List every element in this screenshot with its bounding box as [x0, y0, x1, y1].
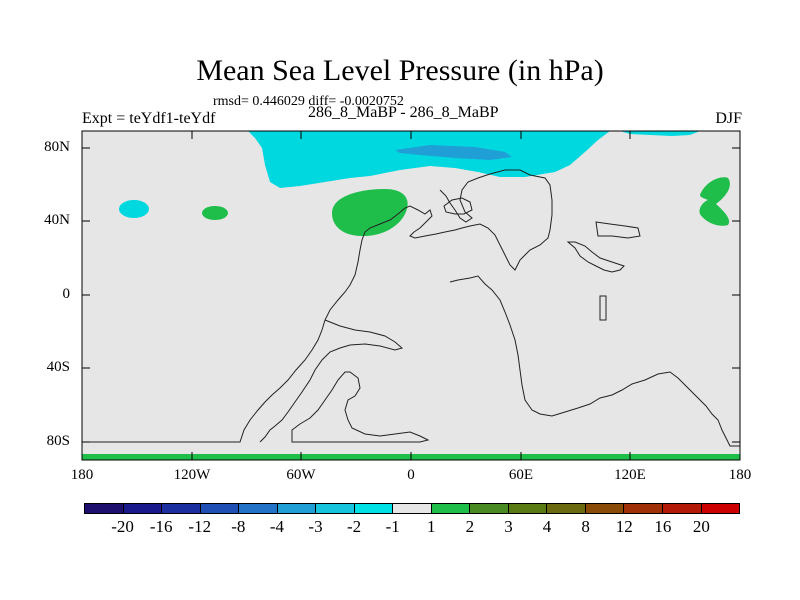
arctic-negative-anomaly [248, 131, 700, 188]
colorbar-box [431, 504, 471, 513]
lon-tick-label: 180 [728, 467, 752, 483]
colorbar-label: 4 [542, 517, 552, 536]
coastline-pangaea-west [82, 169, 553, 443]
lat-tick-label: 0 [62, 286, 71, 302]
colorbar-label: -16 [149, 517, 173, 536]
lon-tick-label: 120W [173, 467, 211, 483]
experiment-label: Expt = teYdf1-teYdf [82, 110, 216, 127]
period-label: 286_8_MaBP - 286_8_MaBP [308, 104, 499, 121]
colorbar-label: -2 [347, 517, 362, 536]
lon-tick-label: 180 [70, 467, 94, 483]
coastline-east-islands [566, 221, 641, 321]
colorbar-label: 8 [581, 517, 590, 536]
colorbar-label: -8 [231, 517, 246, 536]
season-label: DJF [715, 110, 742, 127]
coastline-north-islands [443, 197, 473, 215]
lat-tick-label: 80N [44, 139, 70, 155]
colorbar-label: -1 [385, 517, 400, 536]
colorbar-box [354, 504, 394, 513]
nw-pacific-positive-anomaly [699, 177, 730, 226]
lon-tick-label: 120E [614, 467, 646, 483]
colorbar-box [662, 504, 702, 513]
lat-tick-label: 40S [46, 359, 70, 375]
lat-tick-label: 80S [46, 433, 70, 449]
colorbar-label: 16 [654, 517, 672, 536]
map-background [82, 131, 740, 460]
colorbar-label: 20 [692, 517, 710, 536]
rmsd-diff-stats: rmsd= 0.446029 diff= -0.0020752 [213, 94, 404, 109]
coastline-southern-land [291, 371, 430, 443]
colorbar-box [393, 504, 432, 513]
coastline-gondwana-east [449, 275, 740, 447]
colorbar-label: 2 [465, 517, 475, 536]
colorbar-box [123, 504, 163, 513]
colorbar-box [200, 504, 240, 513]
colorbar-label: 12 [615, 517, 633, 536]
pacific-negative-anomaly [119, 200, 149, 218]
lat-tick-label: 40N [44, 212, 70, 228]
colorbar-box [316, 504, 355, 513]
colorbar-label: -4 [269, 517, 285, 536]
atlantic-positive-anomaly [332, 189, 408, 237]
colorbar-box [239, 504, 278, 513]
colorbar-label: 3 [504, 517, 513, 536]
colorbar [84, 503, 740, 514]
map-title: Mean Sea Level Pressure (in hPa) [196, 54, 604, 87]
colorbar-box [508, 504, 548, 513]
coastline-pangaea-south [259, 319, 404, 443]
positive-anomaly-110w [202, 206, 228, 220]
colorbar-box [85, 504, 124, 513]
arctic-core-anomaly [395, 145, 512, 160]
colorbar-box [701, 504, 740, 513]
colorbar-label: -20 [111, 517, 134, 536]
lon-tick-label: 60W [286, 467, 316, 483]
colorbar-label: -12 [188, 517, 212, 536]
colorbar-label: 1 [427, 517, 436, 536]
lon-tick-label: 0 [407, 467, 415, 483]
colorbar-box [277, 504, 317, 513]
colorbar-box [585, 504, 625, 513]
colorbar-box [547, 504, 586, 513]
colorbar-box [470, 504, 509, 513]
colorbar-box [624, 504, 663, 513]
lon-tick-label: 60E [508, 467, 534, 483]
colorbar-box [162, 504, 201, 513]
colorbar-label: -3 [308, 517, 323, 536]
